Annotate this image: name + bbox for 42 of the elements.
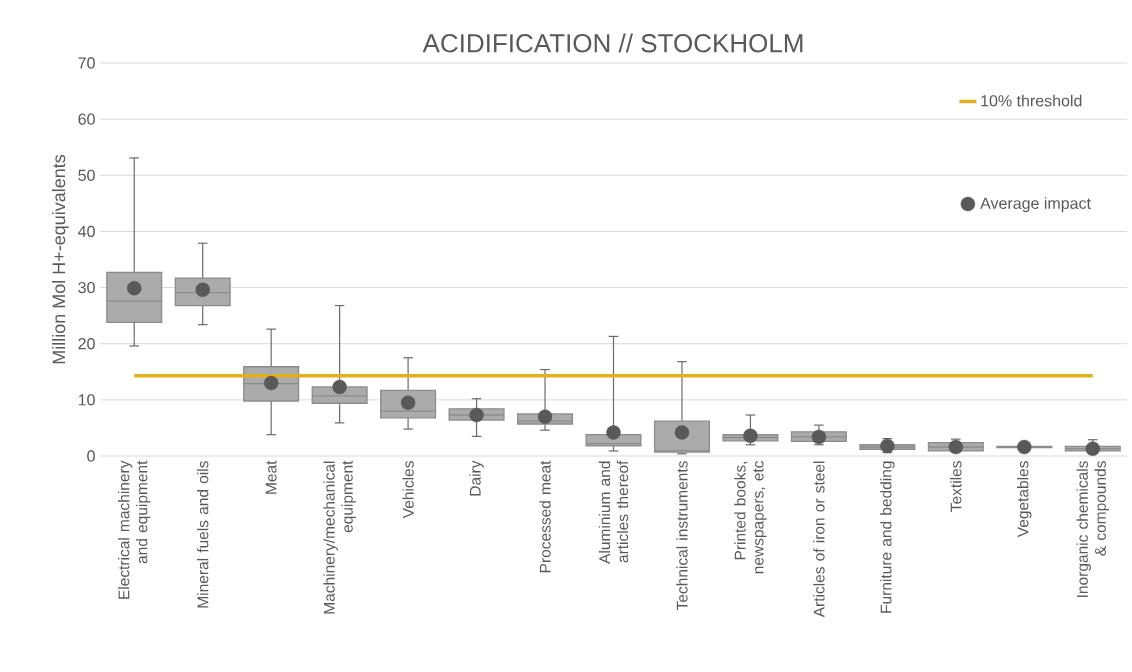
point	[1017, 439, 1032, 455]
x-tick-label: Technical instruments	[676, 461, 688, 611]
x-tick-label: Articles of iron or steel	[813, 461, 825, 618]
point	[948, 439, 964, 455]
x-tick-label: Inorganic chemicals & compounds	[1076, 461, 1109, 597]
y-tick-label: 60	[78, 113, 95, 125]
x-tick-label: Textiles	[950, 461, 962, 512]
x-tick-label: Mineral fuels and oils	[197, 461, 209, 608]
point	[400, 395, 416, 410]
point	[674, 425, 690, 440]
chart-title: ACIDIFICATION // STOCKHOLM	[422, 33, 803, 53]
x-tick-label: Machinery/mechanical equipment	[323, 460, 356, 614]
x-tick-label: Processed meat	[539, 460, 551, 573]
y-tick-label: 10	[78, 394, 95, 406]
point	[811, 429, 827, 445]
point	[332, 379, 347, 395]
point	[606, 425, 621, 440]
point	[195, 282, 210, 298]
point	[263, 375, 279, 391]
y-tick-label: 20	[78, 338, 95, 350]
y-tick-label: 70	[78, 57, 95, 69]
point	[537, 409, 553, 424]
point	[880, 438, 895, 454]
x-tick-label: Vehicles	[402, 461, 414, 519]
y-tick-label: 50	[78, 169, 95, 181]
x-tick-label: Printed books, newspapers, etc	[734, 460, 767, 574]
x-tick-label: Furniture and bedding	[880, 461, 895, 613]
point	[127, 280, 142, 296]
point	[1085, 441, 1100, 456]
y-axis-title: Million Mol H+-equivalents	[52, 154, 69, 364]
y-tick-label: 40	[78, 225, 95, 238]
x-tick-label: Aluminium and articles thereof	[598, 460, 629, 564]
y-tick-label: 30	[78, 281, 95, 294]
x-tick-label: Electrical machinery and equipment	[118, 460, 151, 599]
point	[469, 407, 484, 423]
x-tick-label: Vegetables	[1017, 461, 1032, 538]
legend-label: Average impact	[980, 197, 1091, 213]
y-tick-label: 0	[87, 450, 95, 462]
x-tick-label: Meat	[265, 460, 277, 494]
point	[743, 428, 758, 443]
legend-label: 10% threshold	[981, 94, 1082, 107]
x-tick-label: Dairy	[469, 460, 484, 496]
